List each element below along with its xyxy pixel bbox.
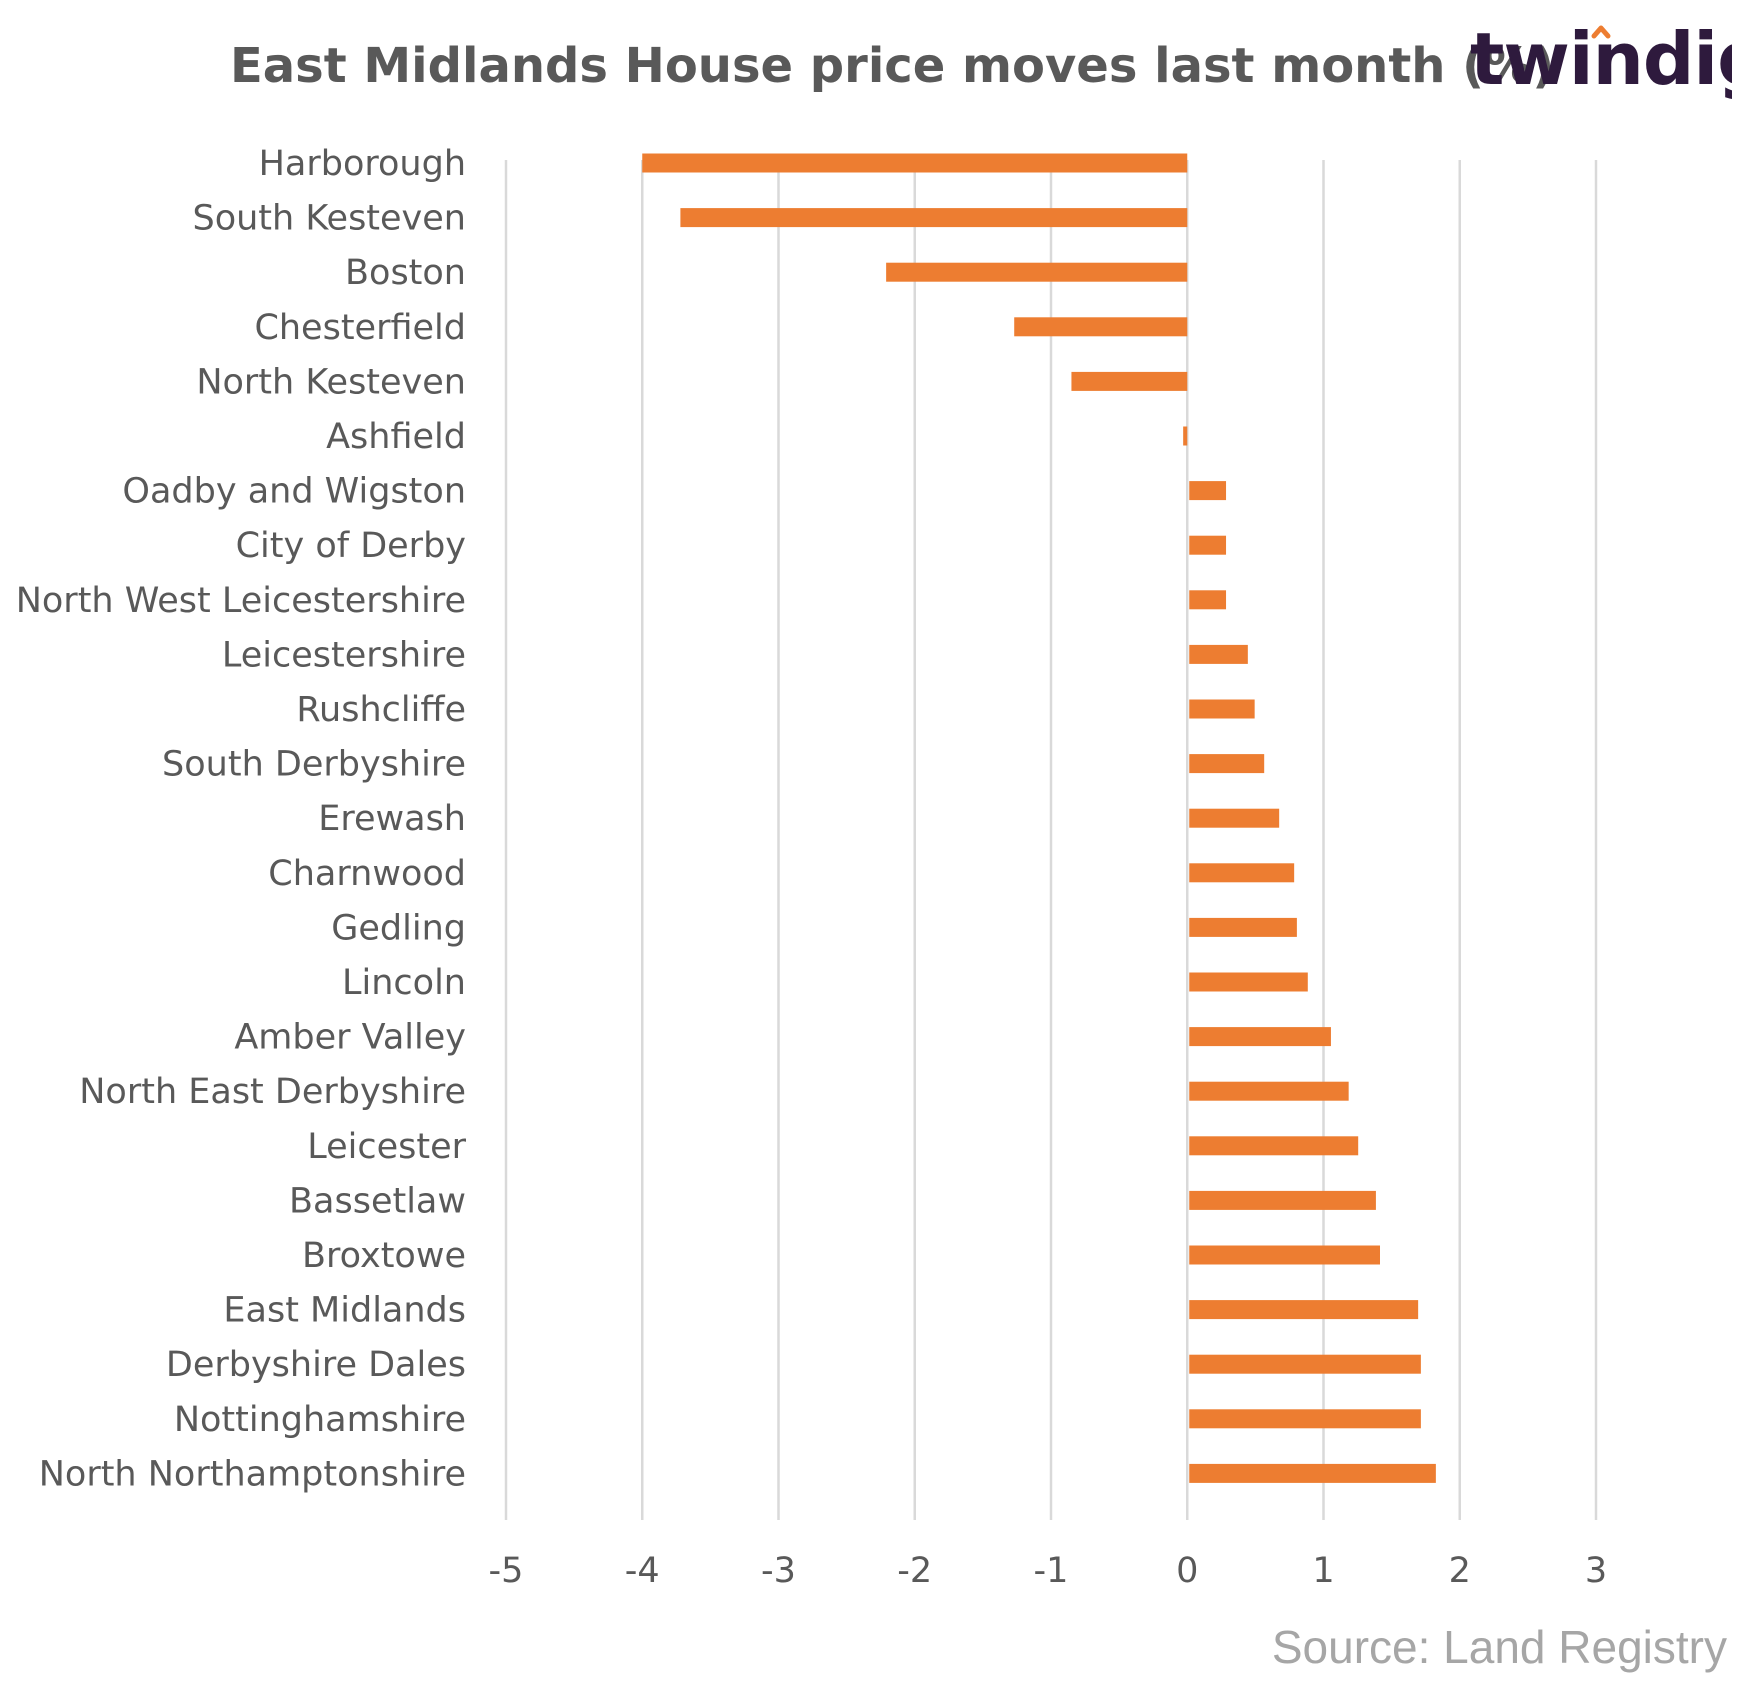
bar: [1189, 1081, 1349, 1101]
bar: [1189, 1354, 1421, 1374]
bar: [1183, 426, 1188, 446]
category-label: City of Derby: [236, 526, 466, 566]
x-tick-label: -4: [625, 1551, 660, 1591]
bar: [1189, 1190, 1376, 1210]
bar: [1189, 808, 1280, 828]
category-label: North East Derbyshire: [79, 1072, 466, 1112]
bar: [680, 208, 1188, 228]
bar-chart: Harborough South Kesteven Boston Chesterfie…: [16, 144, 1608, 1591]
chart-title: East Midlands House price moves last mon…: [230, 38, 1555, 94]
x-tick-label: 3: [1585, 1551, 1607, 1591]
bar: [1189, 699, 1255, 719]
category-label: Leicester: [307, 1127, 466, 1167]
category-label: Harborough: [259, 144, 466, 184]
category-label: Lincoln: [342, 963, 466, 1003]
x-tick-label: 1: [1312, 1551, 1334, 1591]
x-tick-label: -1: [1034, 1551, 1069, 1591]
category-label: Rushcliffe: [296, 690, 466, 730]
category-label: South Derbyshire: [162, 745, 466, 785]
category-label: Bassetlaw: [289, 1181, 466, 1221]
bar: [1071, 371, 1188, 391]
category-label: Oadby and Wigston: [122, 472, 466, 512]
source-note: Source: Land Registry: [1271, 1621, 1727, 1673]
x-tick-label: -3: [761, 1551, 796, 1591]
bar: [1189, 1245, 1380, 1265]
twindig-logo: twindig: [1470, 22, 1732, 101]
bar: [1189, 917, 1297, 937]
bar: [1189, 590, 1227, 610]
bar: [1189, 1463, 1436, 1483]
bar: [1189, 863, 1295, 883]
bar: [1189, 644, 1248, 664]
bar: [1189, 1409, 1421, 1429]
bar: [1189, 481, 1227, 501]
grid-lines: [504, 160, 1598, 1520]
bar: [1189, 1300, 1419, 1320]
bars: [642, 153, 1436, 1483]
bar: [1189, 1136, 1359, 1156]
bar: [1014, 317, 1188, 337]
category-label: Leicestershire: [222, 635, 466, 675]
category-label: Broxtowe: [302, 1236, 466, 1276]
category-label: Erewash: [318, 799, 466, 839]
category-label: Boston: [345, 253, 466, 293]
bar: [886, 262, 1188, 282]
category-label: Amber Valley: [234, 1018, 466, 1058]
category-labels: Harborough South Kesteven Boston Chesterfie…: [16, 144, 467, 1494]
category-label: East Midlands: [223, 1291, 466, 1331]
category-label: Gedling: [331, 908, 466, 948]
logo-text: twindig: [1470, 22, 1732, 101]
x-tick-label: 0: [1176, 1551, 1198, 1591]
category-label: Derbyshire Dales: [166, 1345, 466, 1385]
logo-roof-icon: [1591, 25, 1611, 39]
bar: [1189, 972, 1308, 992]
category-label: North West Leicestershire: [16, 581, 466, 621]
category-label: North Kesteven: [196, 362, 466, 402]
category-label: Chesterfield: [254, 308, 466, 348]
category-label: Nottinghamshire: [174, 1400, 466, 1440]
x-tick-labels: -5 -4 -3 -2 -1 0 1 2 3: [489, 1551, 1608, 1591]
x-tick-label: -5: [489, 1551, 524, 1591]
category-label: Ashfield: [326, 417, 466, 457]
bar: [1189, 535, 1227, 555]
x-tick-label: -2: [897, 1551, 932, 1591]
category-label: North Northamptonshire: [39, 1454, 466, 1494]
category-label: South Kesteven: [192, 199, 466, 239]
x-tick-label: 2: [1449, 1551, 1471, 1591]
category-label: Charnwood: [268, 854, 466, 894]
bar: [642, 153, 1188, 173]
bar: [1189, 754, 1265, 774]
bar: [1189, 1027, 1331, 1047]
